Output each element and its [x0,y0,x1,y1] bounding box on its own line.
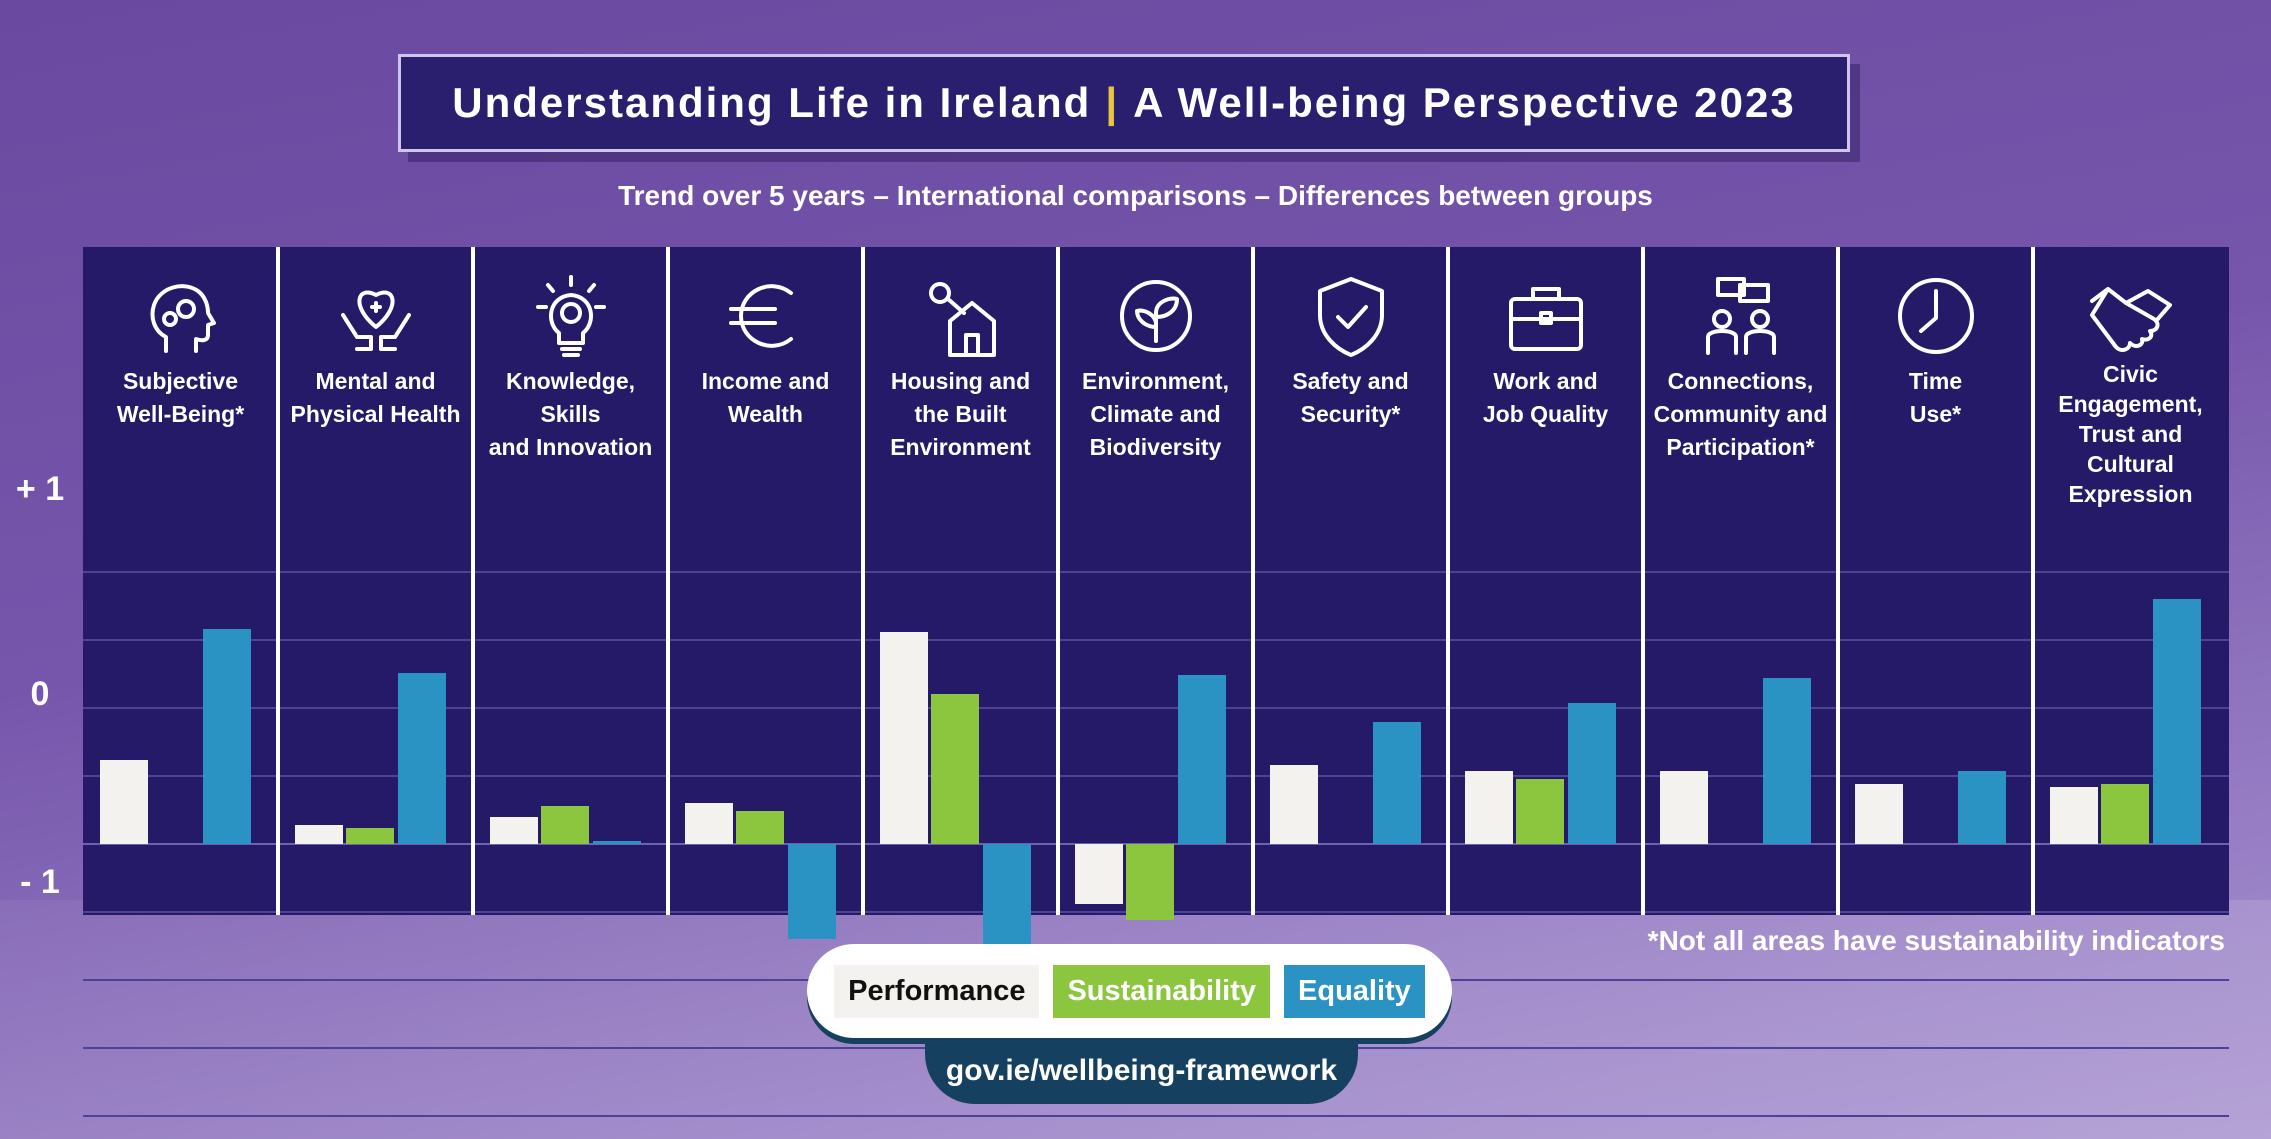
gridline [83,775,2229,777]
bar-equality [398,672,446,844]
bar-performance [1075,844,1123,904]
category-column: Housing and the Built Environment [863,247,1058,1084]
bar-sustainability [346,827,394,844]
category-label: Connections, Community and Participation… [1653,368,1828,460]
legend-sustainability: Sustainability [1053,964,1271,1018]
column-divider [666,247,670,915]
bar-equality [203,629,251,844]
bar-performance [295,824,343,844]
heart-hands-icon [331,271,421,361]
category-column: Knowledge, Skills and Innovation [473,247,668,915]
category-column: Environment, Climate and Biodiversity [1058,247,1253,921]
gridline [83,571,2229,573]
bar-equality [1178,675,1226,844]
title-banner: Understanding Life in Ireland | A Well-b… [398,54,1850,152]
y-tick-0: 0 [30,675,50,713]
bar-sustainability [736,811,784,844]
clock-icon [1891,271,1981,361]
footnote: *Not all areas have sustainability indic… [1647,925,2225,956]
legend-equality: Equality [1284,964,1425,1018]
category-label: Work and Job Quality [1482,368,1609,427]
category-column: Connections, Community and Participation… [1643,247,1838,915]
bar-sustainability [1126,844,1174,921]
lightbulb-brain-icon [526,271,616,361]
column-divider [1836,247,1840,915]
gridline [83,1115,2229,1117]
shield-check-icon [1306,271,1396,361]
bar-equality [1568,702,1616,844]
column-divider [1641,247,1645,915]
bar-equality [593,841,641,844]
category-column: Time Use* [1838,247,2033,915]
bar-performance [880,631,928,844]
bar-equality [1763,678,1811,844]
bar-performance [2050,786,2098,844]
head-gears-icon [136,271,226,361]
bar-performance [100,759,148,844]
category-label: Housing and the Built Environment [890,368,1031,460]
title-left: Understanding Life in Ireland [452,79,1092,126]
category-column: Safety and Security* [1253,247,1448,915]
bar-performance [1270,765,1318,844]
column-divider [276,247,280,915]
y-tick-minus-1: - 1 [20,863,60,901]
briefcase-icon [1501,271,1591,361]
legend: Performance Sustainability Equality [807,944,1452,1038]
category-label: Environment, Climate and Biodiversity [1082,368,1229,460]
house-key-icon [916,271,1006,361]
category-label: Safety and Security* [1292,368,1409,427]
column-divider [1446,247,1450,915]
title-right: A Well-being Perspective 2023 [1133,79,1796,126]
euro-icon [721,271,811,361]
bar-sustainability [1516,778,1564,844]
column-divider [471,247,475,915]
chart-panel: Subjective Well-Being* Mental and Physica… [83,247,2229,1117]
bar-performance [1465,770,1513,844]
legend-performance: Performance [834,964,1040,1018]
category-label: Income and Wealth [701,368,830,427]
category-column: Income and Wealth [668,247,863,940]
category-label: Knowledge, Skills and Innovation [488,368,653,460]
category-label: Time Use* [1908,368,1963,427]
subtitle: Trend over 5 years – International compa… [618,180,1653,211]
category-label: Civic Engagement, Trust and Cultural Exp… [2058,361,2203,507]
title-separator: | [1105,79,1120,126]
column-divider [861,247,865,915]
category-label: Mental and Physical Health [290,368,461,427]
column-divider [1251,247,1255,915]
gridline [83,707,2229,709]
column-divider [1056,247,1060,915]
bar-sustainability [541,805,589,844]
gridline [83,639,2229,641]
y-tick-plus-1: + 1 [15,470,65,508]
handshake-icon [2086,271,2176,361]
bar-performance [685,803,733,844]
bar-equality [788,844,836,940]
bar-performance [1660,770,1708,844]
bar-equality [2153,599,2201,844]
bar-sustainability [2101,784,2149,844]
bar-performance [490,816,538,844]
leaf-cycle-icon [1111,271,1201,361]
category-label: Subjective Well-Being* [116,368,245,427]
category-column: Civic Engagement, Trust and Cultural Exp… [2033,247,2228,915]
bar-equality [1373,721,1421,844]
bar-performance [1855,784,1903,844]
category-column: Mental and Physical Health [278,247,473,915]
bar-sustainability [931,694,979,844]
bar-equality [1958,770,2006,844]
category-column: Subjective Well-Being* [83,247,278,915]
category-column: Work and Job Quality [1448,247,1643,915]
column-divider [2031,247,2035,915]
people-chat-icon [1696,271,1786,361]
